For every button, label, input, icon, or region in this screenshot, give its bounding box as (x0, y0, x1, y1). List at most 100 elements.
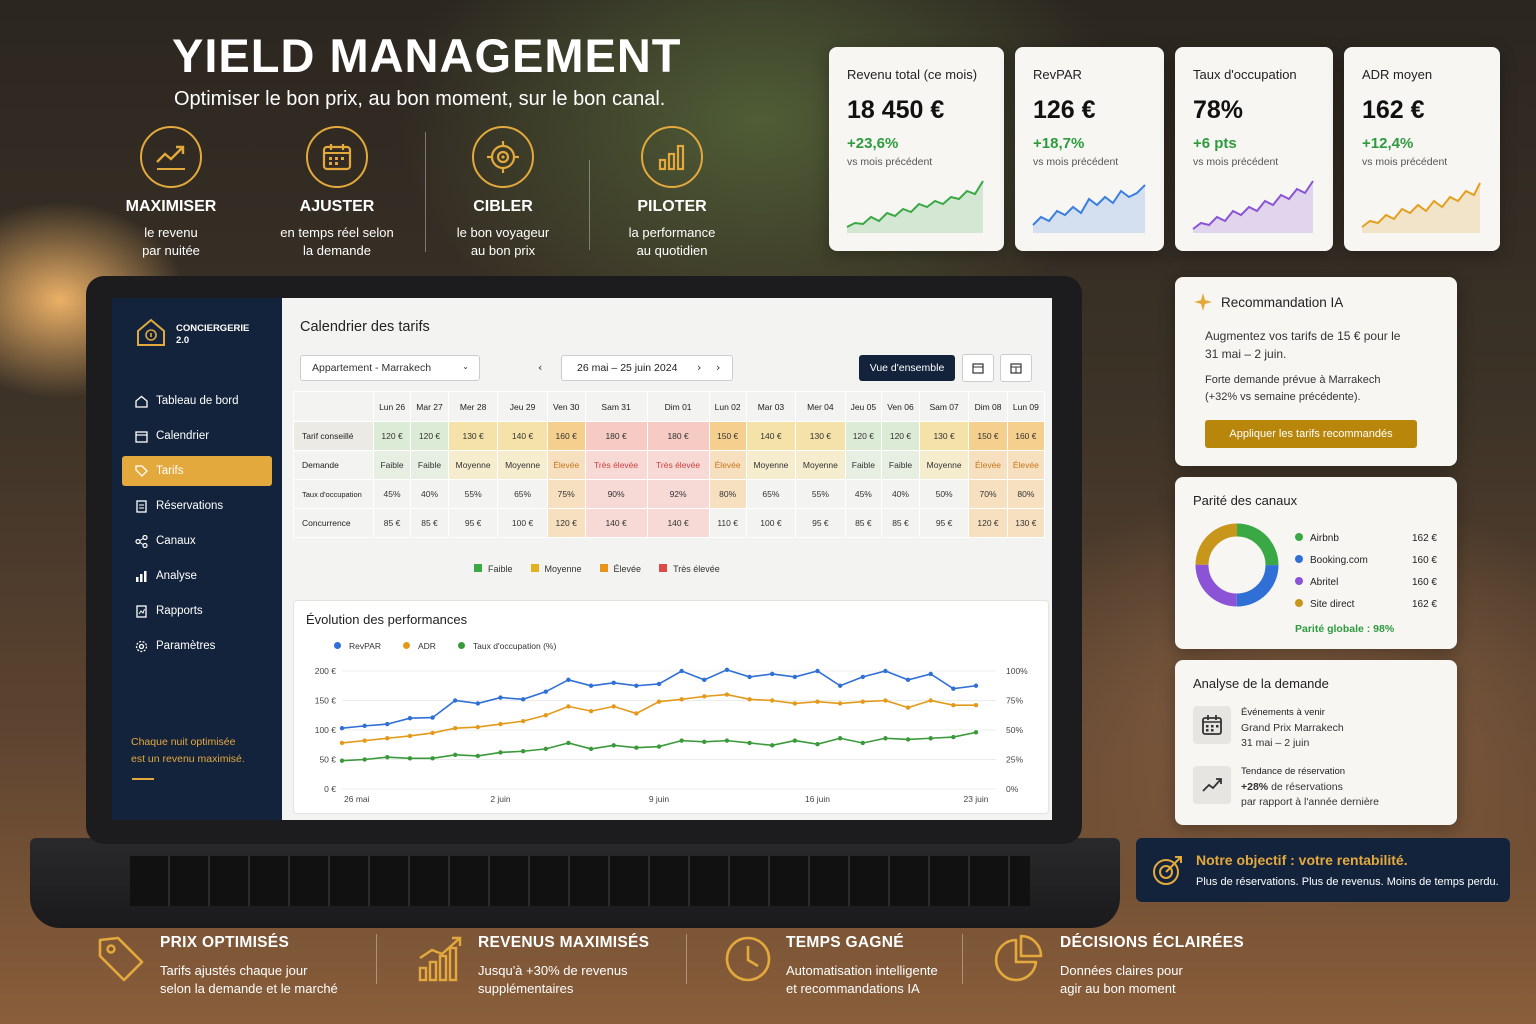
demand-cell: Faible (844, 450, 883, 480)
overview-button[interactable]: Vue d'ensemble (859, 355, 955, 381)
data-point (815, 668, 820, 674)
nav-item-reservations[interactable]: Réservations (122, 491, 272, 521)
legend-label: Faible (488, 564, 513, 574)
calendar-month-button[interactable] (1000, 354, 1032, 382)
kpi-sparkline (1032, 184, 1146, 233)
price-cell[interactable]: 140 € (745, 421, 797, 451)
price-cell[interactable]: 120 € (881, 421, 920, 451)
gear-icon (134, 639, 148, 653)
data-point (475, 701, 481, 706)
pie-chart-icon (994, 934, 1043, 982)
day-header: Sam 31 (584, 391, 648, 422)
price-cell[interactable]: 120 € (844, 421, 883, 451)
kpi-sparkline (1192, 180, 1314, 233)
data-point (566, 677, 571, 683)
price-cell[interactable]: 150 € (708, 421, 747, 451)
data-point (815, 741, 820, 747)
y-right-tick-label: 100% (1006, 666, 1028, 676)
y-left-tick-label: 50 € (319, 755, 336, 765)
demand-row: Demande Faible Faible Moyenne Moyenne Élevée… (293, 450, 1046, 480)
price-cell[interactable]: 180 € (584, 421, 648, 451)
data-point (815, 699, 820, 704)
data-point (588, 708, 594, 714)
feature-cibler: CIBLER le bon voyageur au bon prix (428, 126, 578, 260)
nav-item-rapports[interactable]: Rapports (122, 596, 272, 626)
channel-name: Booking.com (1310, 554, 1368, 566)
price-cell[interactable]: 130 € (795, 421, 846, 451)
legend-swatch (530, 564, 539, 572)
nav-item-analyse[interactable]: Analyse (122, 561, 272, 591)
legend-dot (457, 642, 465, 649)
property-select[interactable]: Appartement - Marrakech ⌄ (300, 355, 480, 381)
data-point (475, 724, 481, 730)
data-point (973, 730, 979, 735)
data-point (656, 699, 662, 704)
competition-cell: 100 € (745, 508, 797, 538)
price-cell[interactable]: 140 € (497, 421, 548, 451)
occupancy-cell: 55% (447, 479, 499, 509)
legend-dot (334, 642, 341, 649)
occupancy-cell: 65% (745, 479, 797, 509)
price-cell[interactable]: 130 € (918, 421, 970, 451)
calendar-view-button[interactable] (962, 354, 994, 382)
text-line: Augmentez vos tarifs de 15 € pour le (1205, 329, 1401, 343)
benefit-line: Automatisation intelligente (786, 963, 938, 978)
price-cell[interactable]: 160 € (546, 421, 586, 451)
price-cell[interactable]: 150 € (968, 421, 1008, 451)
target-arrow-icon (1153, 856, 1182, 885)
legend-label: ADR (417, 641, 436, 651)
data-point (385, 736, 390, 741)
data-point (860, 674, 865, 680)
demand-legend: Faible Moyenne Élevée Très élevée (474, 564, 720, 574)
data-point (747, 674, 752, 680)
nav-item-parametres[interactable]: Paramètres (122, 631, 272, 661)
next-period-inner-arrow[interactable]: › (697, 361, 702, 374)
nav-item-canaux[interactable]: Canaux (122, 526, 272, 556)
date-range-picker[interactable]: 26 mai – 25 juin 2024 (561, 355, 733, 381)
data-point (362, 723, 367, 729)
legend-dot (402, 642, 410, 649)
report-icon (134, 604, 148, 618)
data-point (747, 697, 752, 702)
day-header-row: Lun 26 Mar 27 Mer 28 Jeu 29 Ven 30 Sam 31 Dim … (293, 391, 1046, 422)
kpi-change: +6 pts (1193, 135, 1237, 152)
prev-period-button[interactable]: ‹ (538, 361, 543, 374)
tagline-underline (132, 778, 154, 780)
apply-recommended-button[interactable]: Appliquer les tarifs recommandés (1205, 420, 1417, 448)
channel-price: 160 € (1411, 554, 1437, 566)
data-point (362, 757, 367, 762)
feature-line: la demande (303, 243, 371, 258)
nav-item-calendar[interactable]: Calendrier (122, 421, 272, 451)
nav-item-dashboard[interactable]: Tableau de bord (122, 386, 272, 416)
nav-label: Rapports (156, 605, 203, 617)
document-icon (134, 499, 148, 513)
data-point (634, 711, 639, 716)
data-point (407, 716, 413, 721)
price-cell[interactable]: 160 € (1006, 421, 1046, 451)
next-period-button[interactable]: › (716, 361, 721, 374)
demand-cell: Très élevée (646, 450, 710, 480)
data-point (611, 743, 616, 748)
price-cell[interactable]: 120 € (372, 421, 412, 451)
corner-cell (293, 391, 374, 422)
objective-banner: Notre objectif : votre rentabilité. Plus… (1136, 838, 1510, 902)
nav-item-tarifs[interactable]: Tarifs (122, 456, 272, 486)
data-point (792, 701, 798, 706)
price-cell[interactable]: 130 € (447, 421, 499, 451)
price-cell[interactable]: 180 € (646, 421, 710, 451)
legend-swatch (599, 564, 608, 572)
kpi-sub: vs mois précédent (1033, 156, 1119, 168)
kpi-change: +12,4% (1362, 135, 1414, 152)
feature-maximiser: MAXIMISER le revenu par nuitée (96, 126, 246, 260)
benefit-title: DÉCISIONS ÉCLAIRÉES (1060, 934, 1244, 951)
trend-value: +28% (1241, 781, 1269, 793)
x-tick-label: 23 juin (963, 794, 988, 804)
feature-ajuster: AJUSTER en temps réel selon la demande (262, 126, 412, 260)
price-cell[interactable]: 120 € (410, 421, 449, 451)
channel-row: Airbnb 162 € (1295, 527, 1437, 549)
data-point (543, 689, 548, 694)
feature-piloter: PILOTER la performance au quotidien (597, 126, 747, 260)
y-left-tick-label: 150 € (315, 696, 337, 706)
x-tick-label: 16 juin (805, 794, 830, 804)
day-header: Mer 28 (447, 391, 499, 422)
